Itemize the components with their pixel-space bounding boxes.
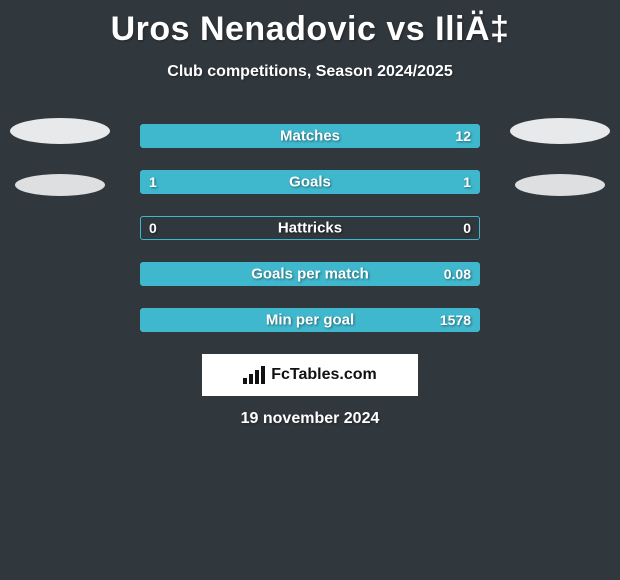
bar-fill-left xyxy=(141,171,310,193)
date-label: 19 november 2024 xyxy=(241,410,380,428)
comparison-row: 0 Hattricks 0 xyxy=(140,216,480,240)
comparison-row: 1 Goals 1 xyxy=(140,170,480,194)
row-value-right: 0.08 xyxy=(444,266,471,282)
row-value-left: 1 xyxy=(149,174,157,190)
comparison-row: Matches 12 xyxy=(140,124,480,148)
row-value-right: 1 xyxy=(463,174,471,190)
row-label: Min per goal xyxy=(266,312,354,329)
row-value-left: 0 xyxy=(149,220,157,236)
right-logo-1 xyxy=(510,118,610,144)
row-value-right: 1578 xyxy=(440,312,471,328)
row-label: Goals per match xyxy=(251,266,369,283)
row-value-right: 0 xyxy=(463,220,471,236)
left-player-logos xyxy=(10,118,110,196)
comparison-row: Goals per match 0.08 xyxy=(140,262,480,286)
row-label: Goals xyxy=(289,174,331,191)
comparison-row: Min per goal 1578 xyxy=(140,308,480,332)
subtitle: Club competitions, Season 2024/2025 xyxy=(0,63,620,81)
bars-icon xyxy=(243,366,265,384)
left-logo-2 xyxy=(15,174,105,196)
row-label: Matches xyxy=(280,128,340,145)
source-badge-text: FcTables.com xyxy=(271,366,377,384)
bar-fill-right xyxy=(310,171,479,193)
left-logo-1 xyxy=(10,118,110,144)
comparison-rows: Matches 12 1 Goals 1 0 Hattricks 0 Goals per mat… xyxy=(140,124,480,332)
right-player-logos xyxy=(510,118,610,196)
right-logo-2 xyxy=(515,174,605,196)
row-value-right: 12 xyxy=(455,128,471,144)
source-badge: FcTables.com xyxy=(202,354,418,396)
page-title: Uros Nenadovic vs IliÄ‡ xyxy=(0,0,620,49)
row-label: Hattricks xyxy=(278,220,342,237)
